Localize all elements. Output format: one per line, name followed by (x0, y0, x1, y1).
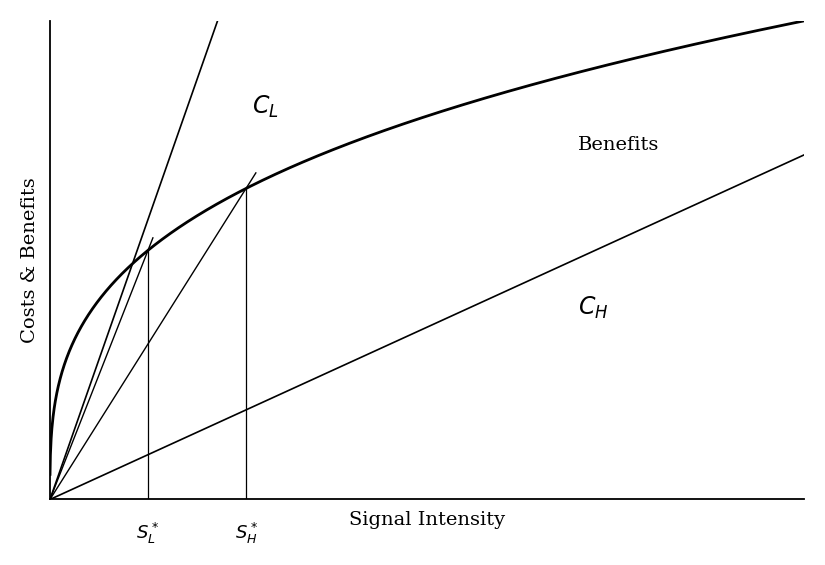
Text: $S_H^*$: $S_H^*$ (234, 521, 257, 546)
Text: $C_L$: $C_L$ (252, 94, 278, 120)
Y-axis label: Costs & Benefits: Costs & Benefits (21, 177, 39, 343)
X-axis label: Signal Intensity: Signal Intensity (349, 511, 505, 529)
Text: Benefits: Benefits (578, 136, 659, 154)
Text: $C_H$: $C_H$ (578, 295, 608, 321)
Text: $S_L^*$: $S_L^*$ (136, 521, 159, 546)
